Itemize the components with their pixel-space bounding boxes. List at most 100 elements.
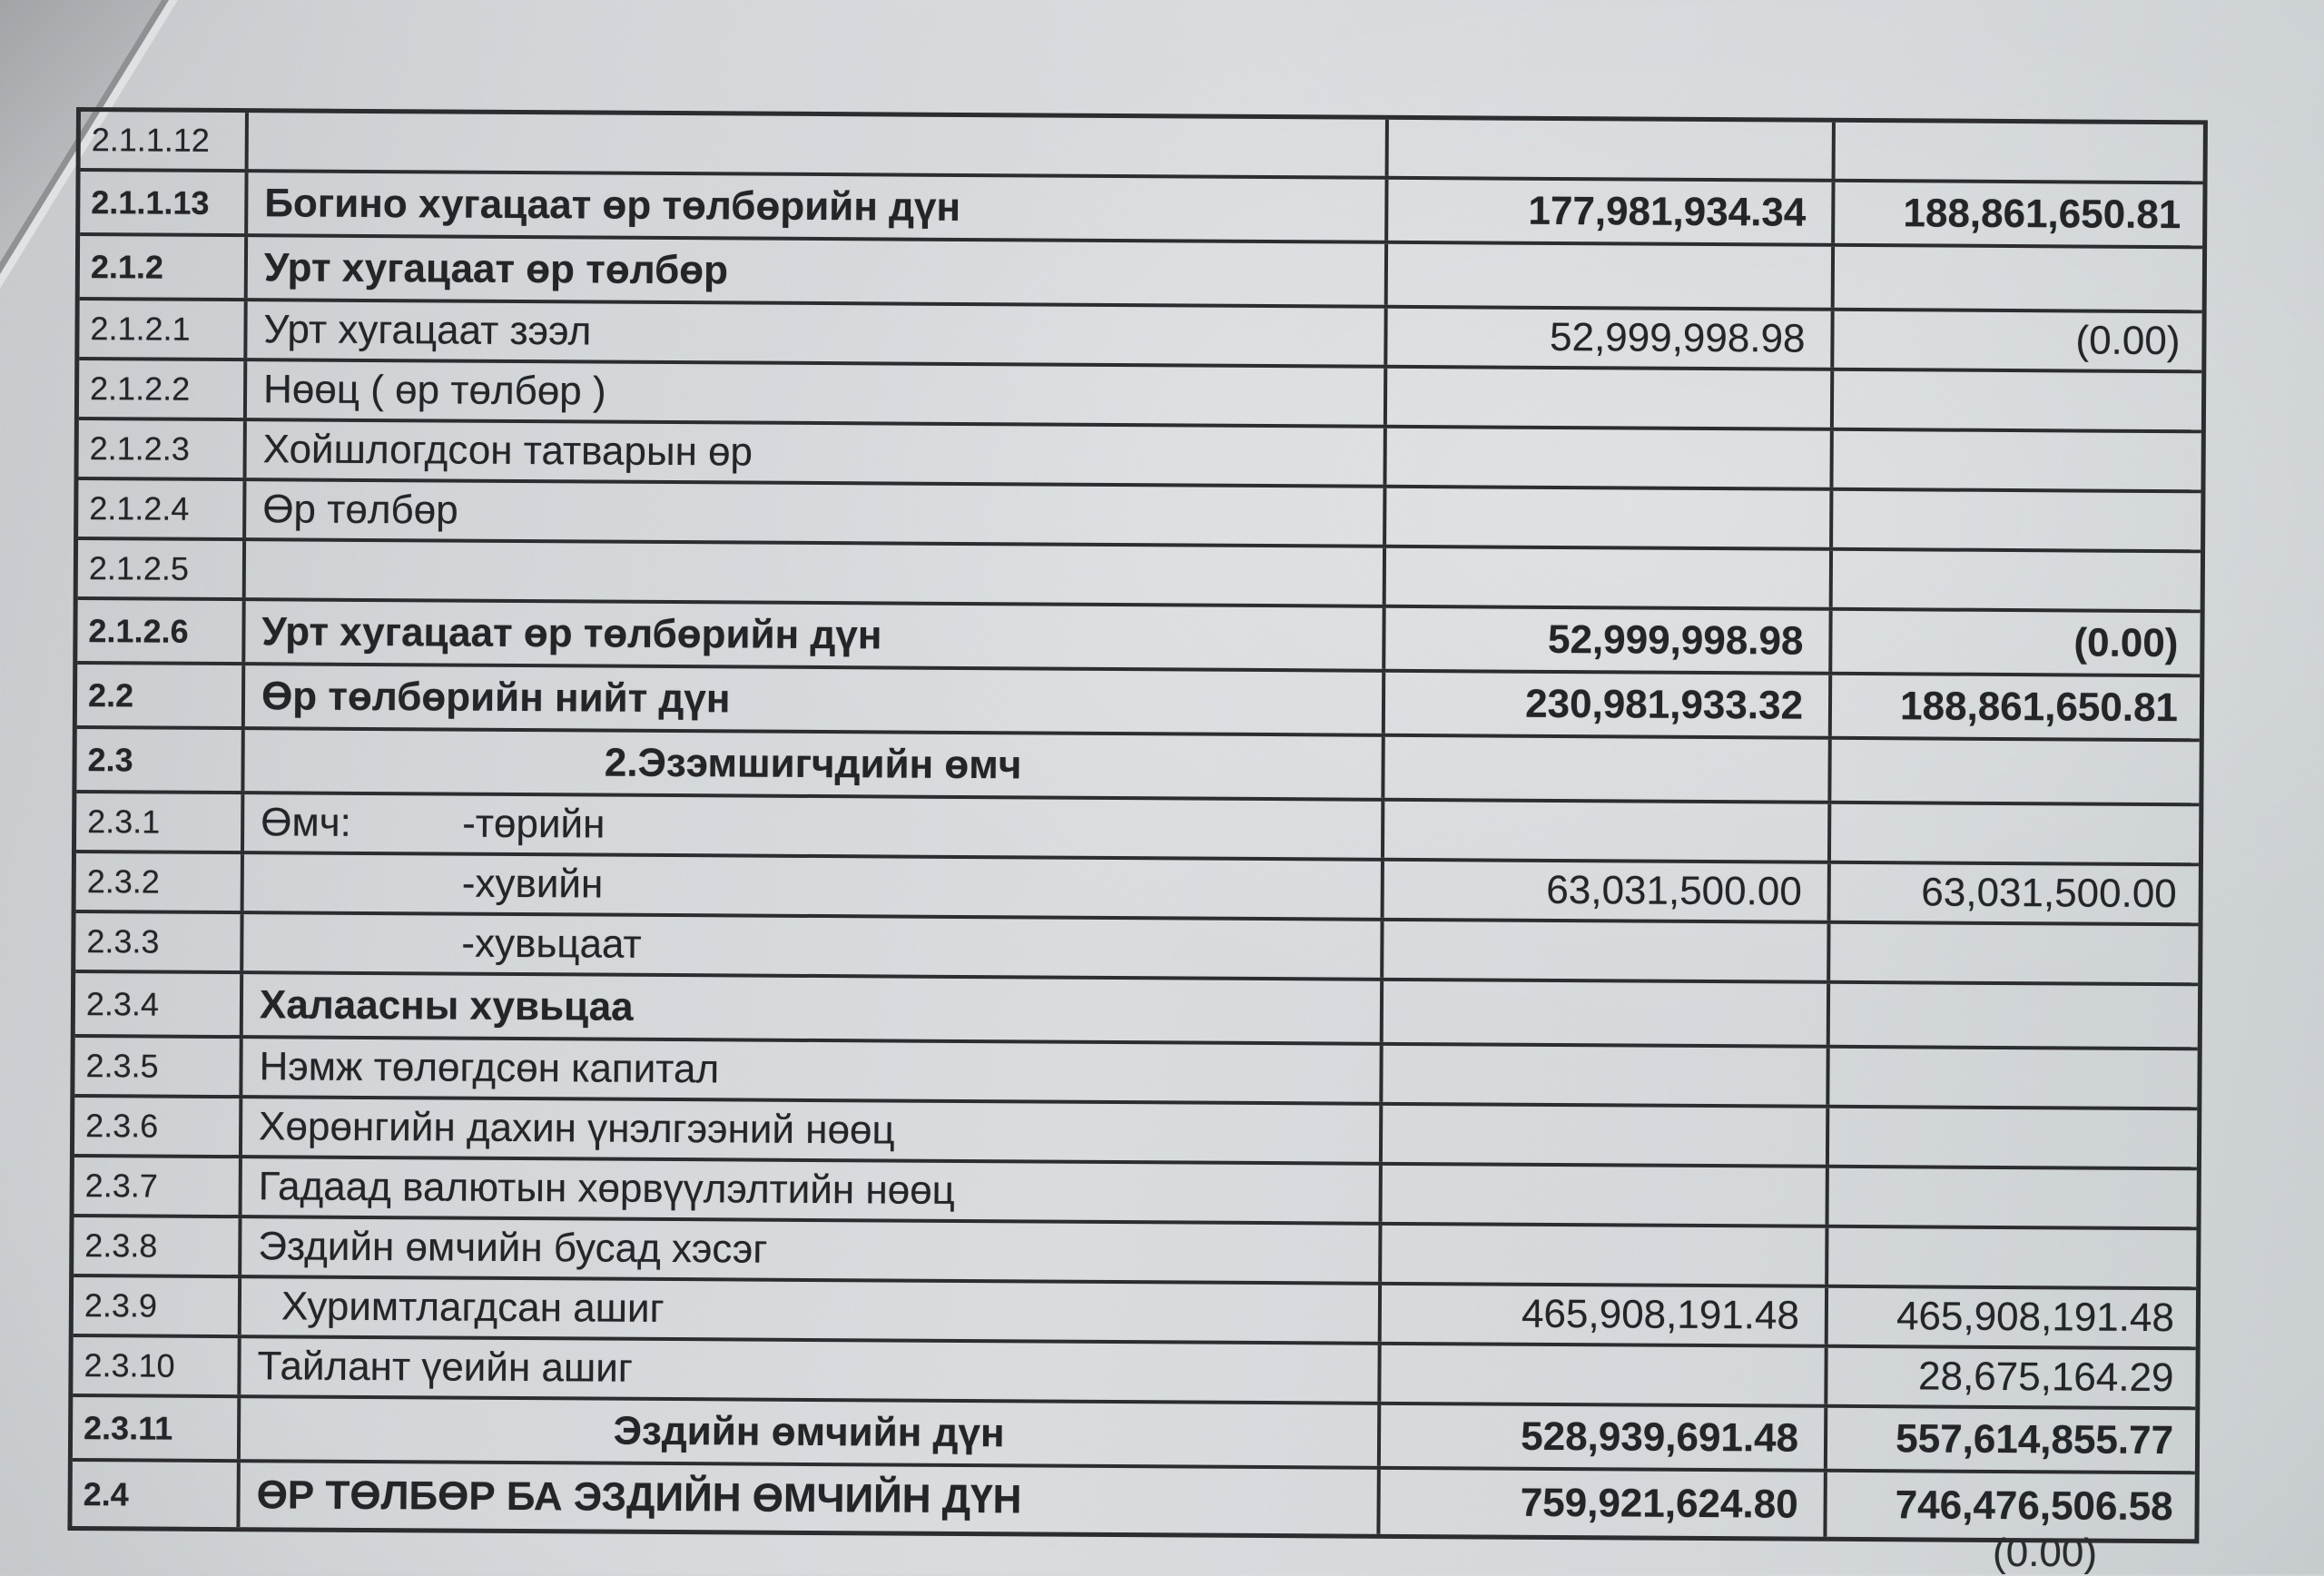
row-value-col1: 177,981,934.34 [1528, 188, 1807, 235]
row-label: Өр төлбөр [262, 487, 458, 533]
row-code: 2.3.5 [85, 1047, 159, 1085]
row-label-cell: Урт хугацаат зээл [247, 301, 1388, 365]
row-label: Урт хугацаат өр төлбөрийн дүн [261, 608, 882, 657]
row-label-cell [245, 541, 1387, 605]
row-label-cell: Эздийн өмчийн дүн [240, 1398, 1382, 1466]
row-value-col1: 230,981,933.32 [1525, 681, 1804, 728]
row-code-cell: 2.3.8 [74, 1217, 242, 1276]
row-label: -төрийн [462, 801, 606, 847]
row-code-cell: 2.1.2.2 [78, 360, 248, 419]
row-value-col2-cell [1830, 924, 2198, 982]
row-value-col1-cell [1381, 1345, 1828, 1404]
row-value-col2-cell [1831, 740, 2199, 803]
row-value-col1: 63,031,500.00 [1546, 867, 1802, 914]
row-value-col1-cell: 63,031,500.00 [1384, 861, 1831, 921]
row-value-col2-cell [1833, 551, 2201, 609]
row-label-cell [248, 113, 1389, 176]
row-value-col1-cell: 465,908,191.48 [1381, 1285, 1829, 1345]
row-code-cell: 2.1.1.12 [80, 112, 249, 170]
row-value-col2-cell: 557,614,855.77 [1827, 1408, 2195, 1471]
row-value-col2: 188,861,650.81 [1903, 190, 2181, 237]
row-label-cell: Нөөц ( өр төлбөр ) [246, 361, 1388, 425]
row-value-col2: (0.00) [2073, 619, 2179, 665]
row-code-cell: 2.3.7 [74, 1157, 242, 1216]
row-value-col2-cell: 746,476,506.58 [1827, 1473, 2194, 1539]
row-value-col2-cell [1829, 1049, 2197, 1107]
row-code-cell: 2.3.5 [74, 1038, 243, 1096]
row-code-cell: 2.3.4 [74, 973, 244, 1036]
row-code-cell: 2.2 [76, 665, 246, 727]
row-label-cell: Нэмж төлөгдсөн капитал [242, 1039, 1384, 1102]
row-value-col2: 63,031,500.00 [1921, 870, 2177, 917]
row-value-col1-cell: 759,921,624.80 [1380, 1469, 1827, 1537]
row-code-cell: 2.1.2.3 [78, 420, 247, 478]
row-value-col1: 759,921,624.80 [1520, 1480, 1798, 1527]
row-value-col1-cell: 528,939,691.48 [1380, 1404, 1828, 1469]
row-code: 2.3 [87, 740, 133, 778]
row-label: Нөөц ( өр төлбөр ) [262, 367, 606, 414]
row-code: 2.1.1.12 [91, 121, 211, 159]
row-value-col2-cell: (0.00) [1834, 311, 2201, 369]
row-label: Эздийн өмчийн бусад хэсэг [258, 1224, 768, 1272]
row-code: 2.3.6 [85, 1107, 159, 1145]
row-code: 2.3.3 [86, 922, 160, 960]
row-value-col1-cell [1387, 243, 1836, 308]
row-code-cell: 2.1.2.4 [78, 480, 247, 538]
row-label-cell: Өмч: -төрийн [243, 794, 1385, 858]
row-code-cell: 2.1.1.13 [80, 172, 249, 234]
table-row: 2.4 ӨР ТӨЛБӨР БА ЭЗДИЙН ӨМЧИЙН ДҮН 759,921… [72, 1462, 2194, 1539]
row-value-col1-cell: 52,999,998.98 [1385, 607, 1833, 672]
row-code-cell: 2.3.10 [73, 1337, 241, 1395]
row-label: Богино хугацаат өр төлбөрийн дүн [264, 180, 961, 230]
row-value-col2: 28,675,164.29 [1917, 1354, 2174, 1401]
row-label: Урт хугацаат өр төлбөр [263, 244, 729, 292]
paper-corner-fold [0, 0, 209, 309]
row-value-col1-cell [1383, 1045, 1830, 1105]
row-code: 2.1.2.6 [88, 611, 189, 650]
row-label-cell: Халаасны хувьцаа [242, 974, 1384, 1042]
below-table-value: (0.00) [1993, 1531, 2097, 1575]
row-label: Гадаад валютын хөрвүүлэлтийн нөөц [258, 1164, 956, 1213]
row-label-cell: Эздийн өмчийн бусад хэсэг [241, 1218, 1383, 1282]
row-label: Урт хугацаат зээл [263, 307, 592, 354]
row-label-cell: Богино хугацаат өр төлбөрийн дүн [248, 172, 1389, 241]
row-value-col2: 746,476,506.58 [1895, 1482, 2173, 1529]
row-value-col2-cell: 188,861,650.81 [1835, 182, 2202, 245]
row-label-prefix: Өмч: [261, 800, 351, 845]
row-code: 2.1.2.5 [88, 549, 190, 587]
row-code: 2.3.11 [83, 1408, 173, 1447]
row-label: Халаасны хувьцаа [259, 981, 634, 1029]
row-value-col1-cell [1383, 980, 1831, 1045]
row-value-col1-cell [1386, 488, 1834, 547]
row-label-cell: Өр төлбөр [246, 481, 1387, 545]
row-value-col2-cell [1835, 247, 2202, 310]
row-code-cell: 2.1.2.6 [77, 600, 246, 663]
row-value-col1-cell: 52,999,998.98 [1387, 308, 1835, 368]
row-value-col1: 52,999,998.98 [1549, 314, 1806, 361]
row-code-cell: 2.1.2.1 [79, 300, 248, 359]
row-value-col2: 188,861,650.81 [1900, 683, 2179, 730]
row-value-col1-cell [1388, 119, 1836, 179]
row-label: -хувьцаат [461, 921, 642, 967]
row-value-col1-cell [1385, 547, 1834, 607]
row-code: 2.1.2.1 [90, 310, 191, 348]
row-code-cell: 2.1.2 [79, 236, 249, 299]
row-label: Хөрөнгийн дахин үнэлгээний нөөц [258, 1104, 895, 1153]
row-value-col2-cell: 188,861,650.81 [1832, 675, 2200, 738]
row-code: 2.2 [87, 675, 134, 714]
row-label-cell: -хувийн [243, 854, 1384, 918]
row-value-col2-cell [1829, 1168, 2197, 1226]
row-value-col2-cell [1829, 1108, 2197, 1167]
row-label-cell: 2.Эзэмшигчдийн өмч [244, 730, 1385, 798]
row-label-cell: Хуримтлагдсан ашиг [241, 1278, 1383, 1342]
row-label: ӨР ТӨЛБӨР БА ЭЗДИЙН ӨМЧИЙН ДҮН [256, 1472, 1022, 1522]
row-label-cell: Өр төлбөрийн нийт дүн [244, 665, 1386, 734]
row-label-cell: Урт хугацаат өр төлбөр [247, 237, 1389, 305]
row-value-col2-cell [1834, 371, 2201, 429]
row-value-col1-cell [1382, 1165, 1829, 1225]
row-code: 2.3.2 [86, 862, 160, 901]
row-code-cell: 2.3.1 [76, 793, 245, 852]
row-value-col1: 528,939,691.48 [1521, 1413, 1799, 1461]
row-value-col1-cell [1384, 736, 1832, 801]
row-value-col1-cell [1386, 428, 1834, 488]
